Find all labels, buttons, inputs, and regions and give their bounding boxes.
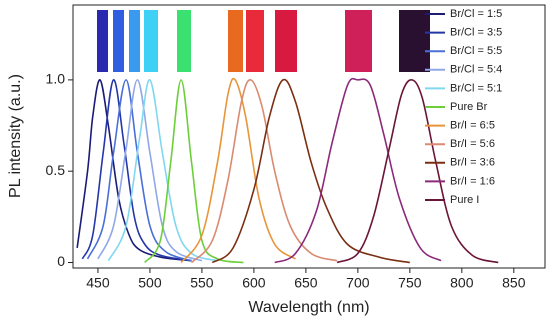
x-tick-label: 800 — [450, 275, 474, 291]
legend-label: Br/I = 3:6 — [450, 157, 495, 169]
spectrum-line — [274, 77, 442, 264]
sample-photo — [144, 10, 158, 72]
spectrum-line — [81, 79, 192, 262]
y-tick-label: 0.5 — [46, 162, 66, 178]
spectrum-line — [211, 78, 410, 264]
spectrum-line — [190, 79, 338, 264]
x-tick-label: 700 — [346, 275, 370, 291]
legend-label: Br/Cl = 5:5 — [450, 45, 502, 57]
sample-photo — [97, 10, 108, 72]
x-tick-label: 450 — [86, 275, 110, 291]
legend-label: Br/Cl = 3:5 — [450, 27, 502, 39]
spectrum-line — [144, 79, 244, 264]
spectrum-line — [180, 77, 296, 264]
y-axis-label: PL intensity (a.u.) — [7, 74, 24, 198]
legend-label: Br/Cl = 5:1 — [450, 82, 502, 94]
x-tick-label: 500 — [138, 275, 162, 291]
sample-photo — [399, 10, 430, 72]
spectrum-line — [86, 79, 192, 262]
x-tick-label: 550 — [190, 275, 214, 291]
sample-photo — [177, 10, 191, 72]
sample-photo — [246, 10, 264, 72]
y-tick-label: 1.0 — [46, 71, 66, 87]
sample-photo — [275, 10, 297, 72]
sample-photo — [113, 10, 124, 72]
sample-photo — [129, 10, 140, 72]
legend-label: Br/I = 5:6 — [450, 138, 495, 150]
legend-label: Br/I = 1:6 — [450, 175, 495, 187]
x-tick-label: 850 — [502, 275, 526, 291]
spectrum-line — [336, 79, 499, 264]
x-axis-label: Wavelength (nm) — [248, 299, 369, 316]
sample-photos — [97, 10, 430, 72]
plot-frame — [72, 4, 546, 269]
spectrum-line — [97, 79, 203, 262]
sample-photo — [345, 10, 372, 72]
legend-label: Pure I — [450, 194, 479, 206]
x-tick-label: 750 — [398, 275, 422, 291]
x-tick-label: 650 — [294, 275, 318, 291]
x-tick-label: 600 — [242, 275, 266, 291]
spectrum-line — [107, 79, 218, 262]
legend-label: Pure Br — [450, 101, 488, 113]
sample-photo — [228, 10, 243, 72]
legend-label: Br/Cl = 1:5 — [450, 8, 502, 20]
y-tick-label: 0 — [57, 253, 65, 269]
legend-label: Br/Cl = 5:4 — [450, 64, 502, 76]
legend-label: Br/I = 6:5 — [450, 120, 495, 132]
